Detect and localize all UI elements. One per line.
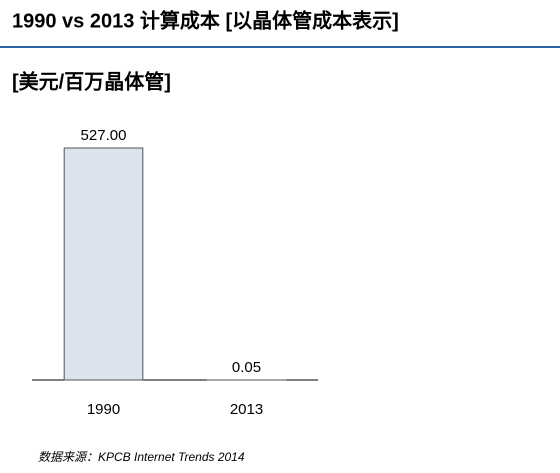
bar [63,147,144,381]
chart-subtitle: [美元/百万晶体管] [12,69,171,93]
x-tick-label: 1990 [87,401,120,418]
chart-title: 1990 vs 2013 计算成本 [以晶体管成本表示] [12,8,399,32]
value-label: 527.00 [81,127,127,144]
source-note: 数据来源：KPCB Internet Trends 2014 [38,450,245,464]
x-tick-label: 2013 [230,401,263,418]
value-label: 0.05 [232,359,261,376]
